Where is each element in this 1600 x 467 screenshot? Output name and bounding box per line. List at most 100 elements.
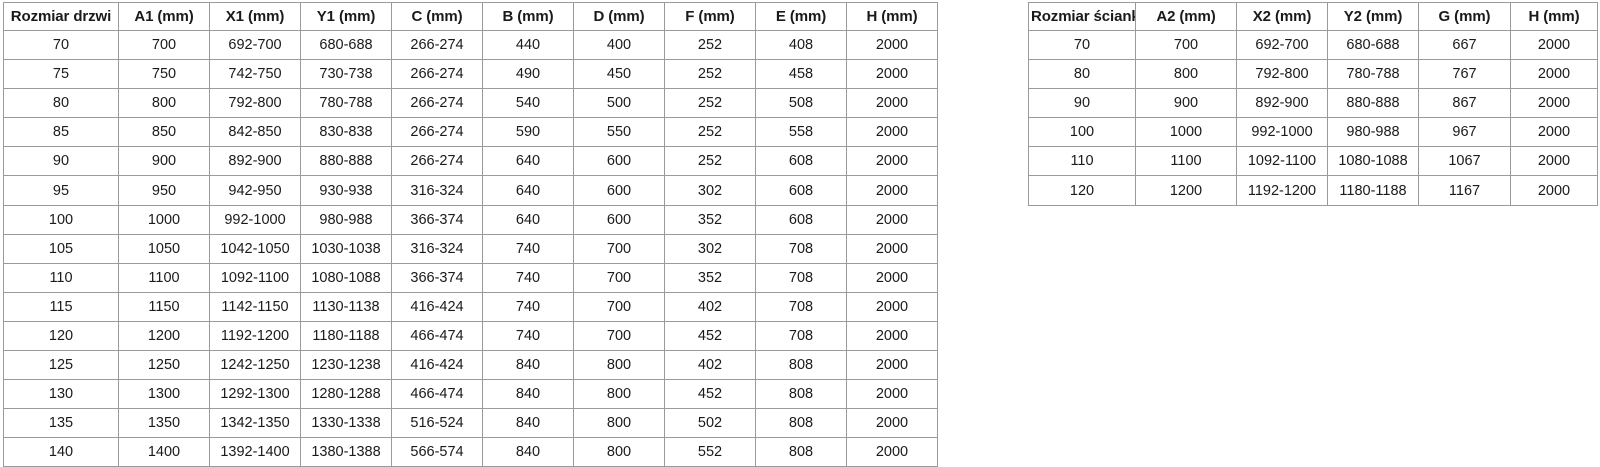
doors-header-cell: X1 (mm) <box>209 2 301 31</box>
wall-cell: 100 <box>1028 117 1136 148</box>
wall-cell: 867 <box>1418 88 1511 119</box>
doors-cell: 1080-1088 <box>300 262 392 293</box>
doors-cell: 892-900 <box>209 146 301 177</box>
wall-cell: 2000 <box>1510 175 1598 206</box>
wall-cell: 992-1000 <box>1236 117 1328 148</box>
doors-table-body: 70 700 692-700 680-688 266-274 440 400 252 408 20… <box>3 29 938 467</box>
table-row: 120 1200 1192-1200 1180-1188 1167 2000 <box>1028 175 1598 206</box>
doors-cell: 808 <box>755 379 847 410</box>
doors-cell: 800 <box>573 437 665 467</box>
doors-cell: 800 <box>573 379 665 410</box>
wall-cell: 80 <box>1028 59 1136 90</box>
doors-header-row: Rozmiar drzwi A1 (mm) X1 (mm) Y1 (mm) C … <box>3 2 938 31</box>
doors-cell: 440 <box>482 29 574 61</box>
doors-cell: 502 <box>664 408 756 439</box>
doors-header-cell: A1 (mm) <box>118 2 210 31</box>
doors-cell: 1180-1188 <box>300 320 392 352</box>
doors-cell: 125 <box>3 350 119 381</box>
doors-cell: 742-750 <box>209 59 301 90</box>
doors-cell: 930-938 <box>300 175 392 206</box>
doors-cell: 366-374 <box>391 262 483 293</box>
wall-cell: 1067 <box>1418 146 1511 177</box>
doors-cell: 452 <box>664 379 756 410</box>
doors-cell: 700 <box>573 291 665 322</box>
table-row: 80 800 792-800 780-788 767 2000 <box>1028 59 1598 90</box>
doors-cell: 458 <box>755 59 847 90</box>
doors-cell: 552 <box>664 437 756 467</box>
doors-cell: 1280-1288 <box>300 379 392 410</box>
doors-cell: 416-424 <box>391 350 483 381</box>
doors-cell: 252 <box>664 88 756 119</box>
doors-cell: 1092-1100 <box>209 262 301 293</box>
doors-cell: 640 <box>482 175 574 206</box>
doors-cell: 700 <box>573 320 665 352</box>
doors-cell: 600 <box>573 146 665 177</box>
doors-cell: 800 <box>118 88 210 119</box>
doors-cell: 402 <box>664 350 756 381</box>
wall-table-body: 70 700 692-700 680-688 667 2000 80 800 792-800 78… <box>1028 29 1598 206</box>
doors-cell: 730-738 <box>300 59 392 90</box>
doors-cell: 490 <box>482 59 574 90</box>
doors-header-cell: E (mm) <box>755 2 847 31</box>
doors-cell: 80 <box>3 88 119 119</box>
doors-cell: 1142-1150 <box>209 291 301 322</box>
doors-cell: 640 <box>482 146 574 177</box>
doors-cell: 740 <box>482 262 574 293</box>
doors-cell: 500 <box>573 88 665 119</box>
doors-cell: 452 <box>664 320 756 352</box>
doors-cell: 266-274 <box>391 59 483 90</box>
doors-cell: 942-950 <box>209 175 301 206</box>
doors-cell: 550 <box>573 117 665 148</box>
doors-cell: 140 <box>3 437 119 467</box>
wall-header-cell: H (mm) <box>1510 2 1598 31</box>
table-row: 110 1100 1092-1100 1080-1088 1067 2000 <box>1028 146 1598 177</box>
doors-cell: 708 <box>755 291 847 322</box>
wall-panel-size-table: Rozmiar ścianki A2 (mm) X2 (mm) Y2 (mm) … <box>1028 2 1598 206</box>
table-row: 105 1050 1042-1050 1030-1038 316-324 740 700 30… <box>3 233 938 264</box>
doors-cell: 416-424 <box>391 291 483 322</box>
wall-cell: 2000 <box>1510 59 1598 90</box>
wall-cell: 667 <box>1418 29 1511 61</box>
table-row: 120 1200 1192-1200 1180-1188 466-474 740 700 45… <box>3 320 938 352</box>
doors-cell: 1300 <box>118 379 210 410</box>
wall-cell: 2000 <box>1510 117 1598 148</box>
doors-cell: 2000 <box>846 379 938 410</box>
doors-cell: 266-274 <box>391 88 483 119</box>
doors-cell: 830-838 <box>300 117 392 148</box>
doors-cell: 740 <box>482 320 574 352</box>
doors-cell: 558 <box>755 117 847 148</box>
wall-cell: 800 <box>1135 59 1237 90</box>
table-row: 100 1000 992-1000 980-988 366-374 640 600 352 60… <box>3 204 938 235</box>
wall-cell: 680-688 <box>1327 29 1419 61</box>
doors-cell: 110 <box>3 262 119 293</box>
doors-cell: 880-888 <box>300 146 392 177</box>
doors-cell: 302 <box>664 175 756 206</box>
doors-cell: 2000 <box>846 350 938 381</box>
doors-cell: 400 <box>573 29 665 61</box>
table-row: 100 1000 992-1000 980-988 967 2000 <box>1028 117 1598 148</box>
doors-cell: 316-324 <box>391 175 483 206</box>
doors-cell: 1350 <box>118 408 210 439</box>
doors-cell: 708 <box>755 262 847 293</box>
doors-cell: 808 <box>755 350 847 381</box>
doors-cell: 850 <box>118 117 210 148</box>
doors-cell: 516-524 <box>391 408 483 439</box>
table-row: 135 1350 1342-1350 1330-1338 516-524 840 800 50… <box>3 408 938 439</box>
doors-cell: 608 <box>755 204 847 235</box>
doors-cell: 1400 <box>118 437 210 467</box>
wall-cell: 892-900 <box>1236 88 1328 119</box>
doors-cell: 700 <box>573 262 665 293</box>
doors-header-cell: Y1 (mm) <box>300 2 392 31</box>
wall-cell: 1092-1100 <box>1236 146 1328 177</box>
doors-cell: 2000 <box>846 233 938 264</box>
doors-cell: 740 <box>482 291 574 322</box>
table-row: 140 1400 1392-1400 1380-1388 566-574 840 800 55… <box>3 437 938 467</box>
doors-header-cell: C (mm) <box>391 2 483 31</box>
doors-cell: 2000 <box>846 320 938 352</box>
doors-cell: 1000 <box>118 204 210 235</box>
doors-header-cell: D (mm) <box>573 2 665 31</box>
wall-cell: 967 <box>1418 117 1511 148</box>
doors-cell: 352 <box>664 262 756 293</box>
doors-cell: 2000 <box>846 437 938 467</box>
table-row: 110 1100 1092-1100 1080-1088 366-374 740 700 35… <box>3 262 938 293</box>
